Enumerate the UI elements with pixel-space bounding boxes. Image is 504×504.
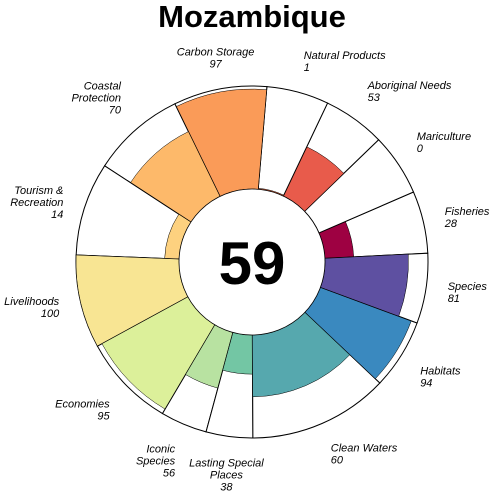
name-label-coastal-protection: Protection [71,93,121,105]
label-fisheries: Fisheries 28 [444,206,490,230]
chart-title: Mozambique [158,0,346,34]
label-coastal-protection: Coastal Protection 70 [71,81,121,117]
name-label-fisheries: Fisheries [445,206,490,218]
value-label-habitats: 94 [420,378,432,390]
overall-score: 59 [219,230,286,297]
name-label-natural-products: Natural Products [304,50,386,62]
label-clean-waters: Clean Waters 60 [331,443,398,467]
value-label-clean-waters: 60 [331,455,344,467]
name-label-aboriginal-needs: Aboriginal Needs [367,80,452,92]
value-label-carbon-storage: 97 [209,58,222,70]
value-label-coastal-protection: 70 [109,105,122,117]
value-label-aboriginal-needs: 53 [368,92,381,104]
label-livelihoods: Livelihoods 100 [4,296,60,320]
label-lasting-special-places: Lasting Special Places 38 [189,457,264,493]
value-label-tourism-recreation: 14 [51,209,63,221]
name-label-lasting-special-places: Lasting Special [189,457,264,469]
name-label-livelihoods: Livelihoods [4,296,60,308]
label-habitats: Habitats 94 [420,366,461,390]
name-label-tourism-recreation: Recreation [10,197,63,209]
value-label-natural-products: 1 [304,62,310,74]
name-label-iconic-species: Species [136,456,176,468]
name-label-iconic-species: Iconic [146,444,175,456]
name-label-habitats: Habitats [420,366,461,378]
label-economies: Economies 95 [55,399,110,423]
value-label-species: 81 [448,293,460,305]
label-tourism-recreation: Tourism & Recreation 14 [10,185,63,221]
value-label-fisheries: 28 [444,218,458,230]
value-label-iconic-species: 56 [163,468,176,480]
value-label-livelihoods: 100 [41,308,60,320]
name-label-economies: Economies [55,399,110,411]
value-label-mariculture: 0 [417,143,424,155]
label-aboriginal-needs: Aboriginal Needs 53 [367,80,452,104]
name-label-mariculture: Mariculture [417,131,471,143]
center-hole [178,188,326,336]
label-carbon-storage: Carbon Storage 97 [177,46,255,70]
label-species: Species 81 [448,281,488,305]
name-label-tourism-recreation: Tourism & [14,185,63,197]
value-label-economies: 95 [97,411,110,423]
label-natural-products: Natural Products 1 [304,50,386,74]
name-label-species: Species [448,281,488,293]
name-label-carbon-storage: Carbon Storage [177,46,255,58]
label-iconic-species: Iconic Species 56 [136,444,176,480]
petals-group [75,85,429,439]
label-mariculture: Mariculture 0 [417,131,471,155]
name-label-lasting-special-places: Places [210,469,244,481]
name-label-clean-waters: Clean Waters [331,443,398,455]
value-label-lasting-special-places: 38 [220,481,233,493]
name-label-coastal-protection: Coastal [84,81,122,93]
